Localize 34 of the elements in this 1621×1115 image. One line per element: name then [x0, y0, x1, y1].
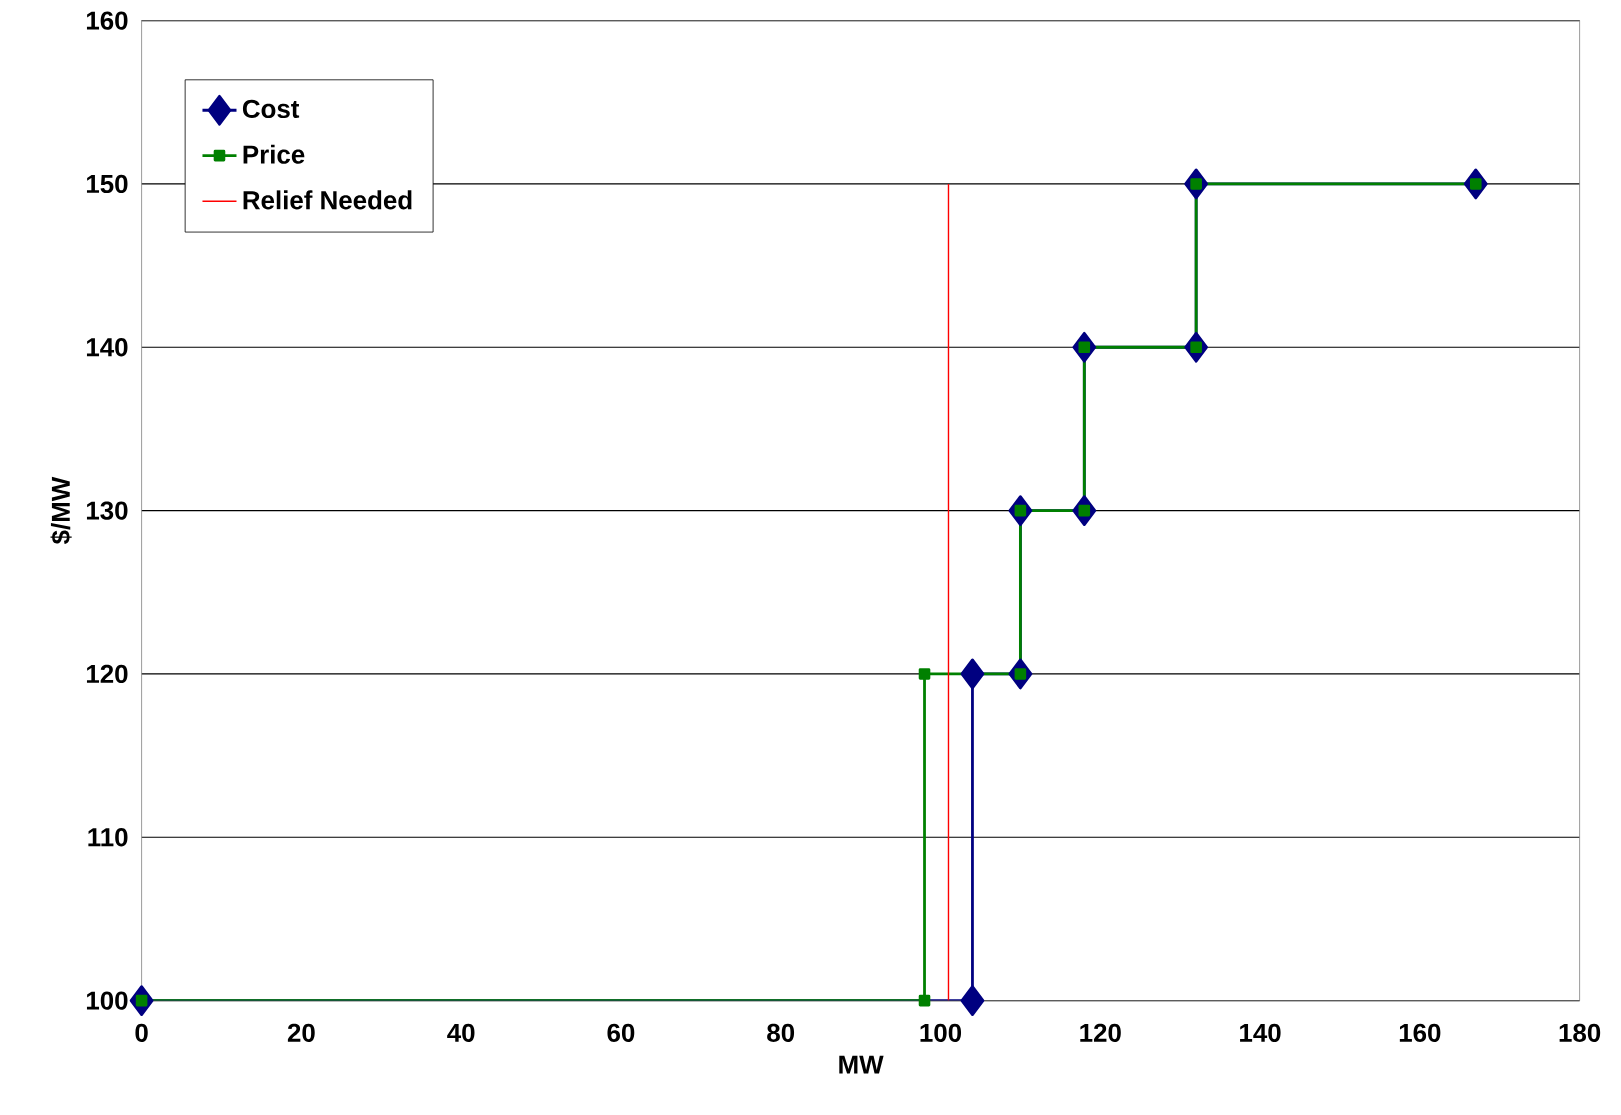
point: [1190, 341, 1202, 354]
y-tick-label: 160: [86, 11, 128, 30]
point: [960, 658, 985, 690]
x-tick-label: 160: [1399, 1023, 1441, 1042]
y-tick-label: 110: [88, 828, 128, 847]
x-tick-label: 180: [1559, 1023, 1601, 1042]
point: [135, 994, 148, 1007]
x-tick-label: 20: [287, 1023, 315, 1042]
point: [1078, 341, 1091, 354]
point: [1469, 178, 1482, 190]
y-tick-label: 100: [86, 991, 128, 1010]
legend-label: Price: [243, 144, 305, 164]
point: [960, 985, 985, 1016]
point: [1078, 504, 1091, 517]
y-tick-label: 140: [86, 338, 128, 357]
point: [918, 994, 931, 1007]
point: [1014, 504, 1027, 517]
x-tick-label: 80: [767, 1023, 795, 1042]
x-tick-label: 140: [1240, 1023, 1281, 1042]
x-tick-label: 100: [920, 1023, 962, 1042]
x-tick-label: 60: [607, 1023, 635, 1042]
point: [1014, 668, 1027, 680]
y-axis-title: $/MW: [50, 476, 72, 545]
point: [918, 668, 931, 680]
legend-label: Relief Needed: [243, 190, 412, 210]
legend-label: Cost: [242, 99, 300, 119]
y-tick-label: 120: [86, 664, 128, 684]
x-tick-label: 120: [1080, 1023, 1121, 1042]
y-tick-label: 150: [86, 174, 128, 194]
x-tick-label: 0: [135, 1023, 148, 1042]
point: [1190, 178, 1202, 190]
y-tick-label: 130: [86, 501, 128, 520]
x-tick-label: 40: [447, 1023, 475, 1042]
x-axis-title: MW: [839, 1055, 884, 1074]
